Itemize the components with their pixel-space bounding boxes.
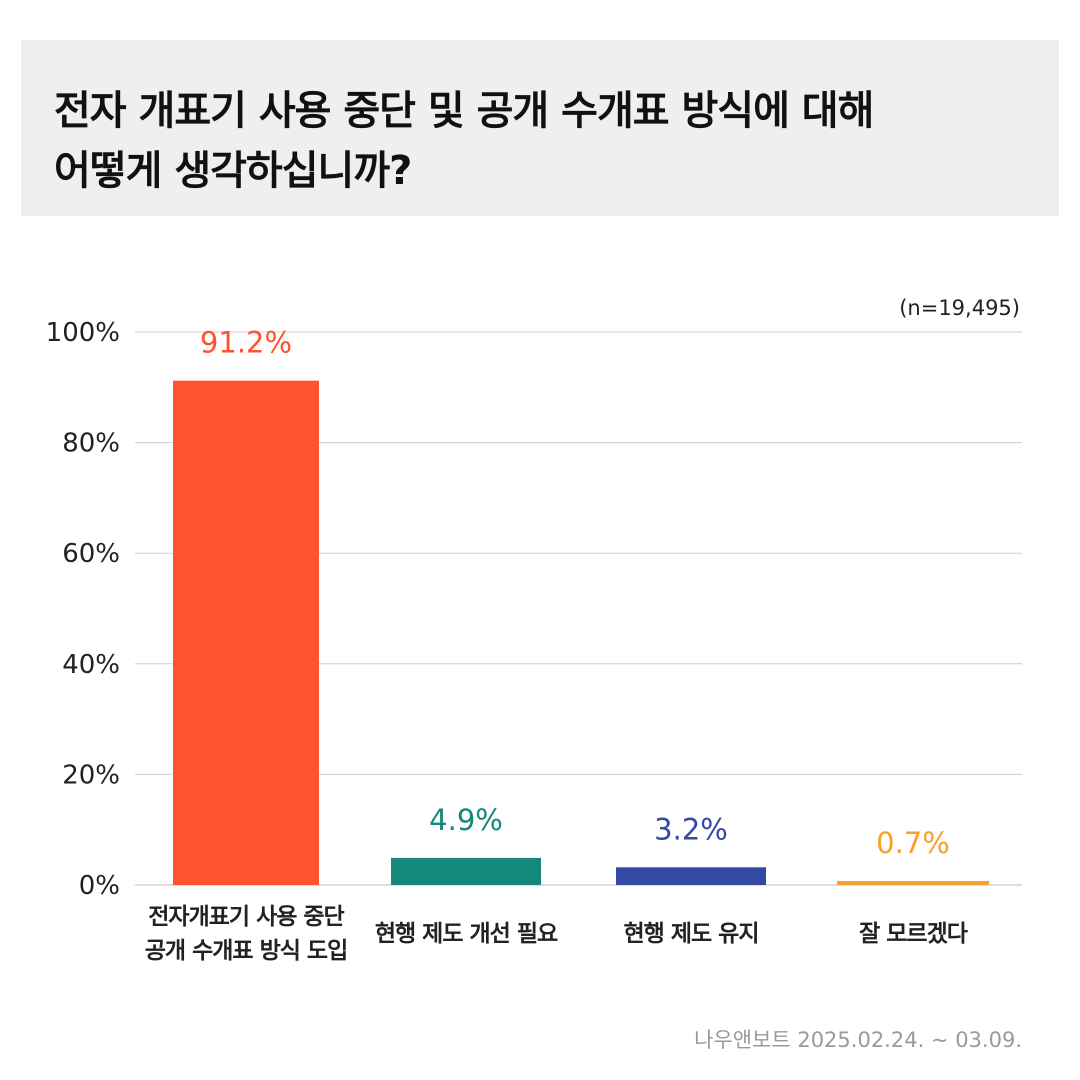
bar-0: [173, 380, 319, 885]
category-label-line: 전자개표기 사용 중단: [148, 904, 344, 930]
category-label-line: 공개 수개표 방식 도입: [144, 938, 348, 964]
y-tick-label: 100%: [46, 318, 120, 348]
bar-2: [616, 867, 766, 885]
category-label-3: 잘 모르겠다: [798, 900, 1028, 951]
y-tick-label: 0%: [79, 871, 120, 901]
bar-3: [837, 881, 989, 885]
category-label-1: 현행 제도 개선 필요: [351, 900, 581, 951]
y-tick-label: 40%: [62, 650, 120, 680]
question-title-line-1: 전자 개표기 사용 중단 및 공개 수개표 방식에 대해: [54, 88, 874, 134]
category-label-2: 현행 제도 유지: [576, 900, 806, 951]
value-label-3: 0.7%: [876, 826, 950, 860]
category-label-line: 현행 제도 유지: [623, 921, 760, 947]
category-label-line: 현행 제도 개선 필요: [374, 921, 558, 947]
value-label-1: 4.9%: [429, 803, 503, 837]
bar-1: [391, 857, 541, 885]
y-tick-label: 20%: [62, 760, 120, 790]
question-title-line-2: 어떻게 생각하십니까?: [54, 148, 412, 194]
value-label-0: 91.2%: [200, 326, 292, 360]
value-label-2: 3.2%: [654, 812, 728, 846]
sample-size: (n=19,495): [899, 296, 1020, 320]
question-header: 전자 개표기 사용 중단 및 공개 수개표 방식에 대해 어떻게 생각하십니까?: [21, 40, 1059, 216]
source-note: 나우앤보트 2025.02.24. ~ 03.09.: [694, 1028, 1022, 1052]
category-label-line: 잘 모르겠다: [859, 921, 968, 947]
y-tick-label: 80%: [62, 429, 120, 459]
y-tick-label: 60%: [62, 539, 120, 569]
